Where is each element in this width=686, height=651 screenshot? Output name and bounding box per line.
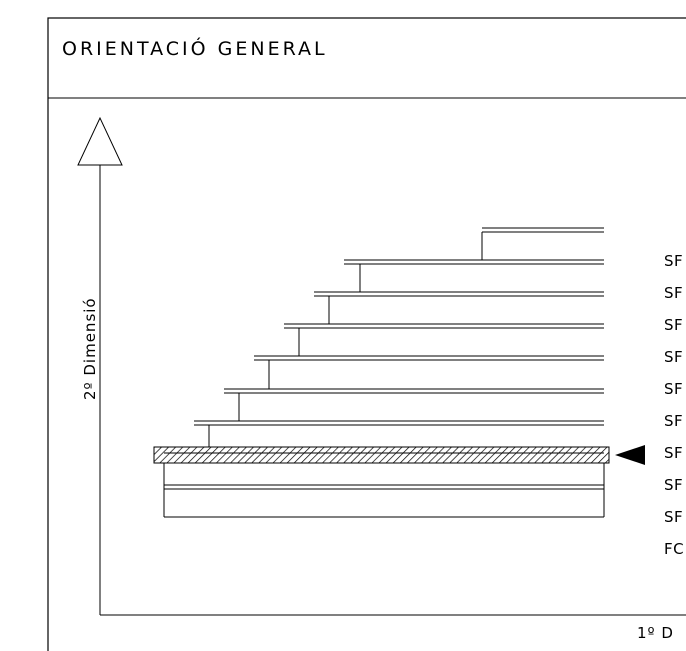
stepped-levels (163, 227, 605, 518)
level-label: SF (664, 380, 683, 398)
y-axis-label: 2º Dimensió (81, 297, 99, 400)
drawing-frame (47, 17, 686, 651)
title: ORIENTACIÓ GENERAL (62, 36, 328, 60)
level-labels: SF SF SF SF SF SF SF SF SF FC (664, 252, 684, 558)
level-label: FC (664, 540, 684, 558)
level-label: SF (664, 508, 683, 526)
level-label: SF (664, 444, 683, 462)
level-label: SF (664, 412, 683, 430)
level-label: SF (664, 348, 683, 366)
level-label: SF (664, 252, 683, 270)
current-level-arrow-icon (615, 445, 645, 465)
y-axis-arrow-icon (77, 116, 123, 166)
level-label: SF (664, 316, 683, 334)
x-axis-label: 1º D (637, 624, 674, 642)
highlighted-slab (153, 446, 610, 464)
level-label: SF (664, 476, 683, 494)
level-label: SF (664, 284, 683, 302)
